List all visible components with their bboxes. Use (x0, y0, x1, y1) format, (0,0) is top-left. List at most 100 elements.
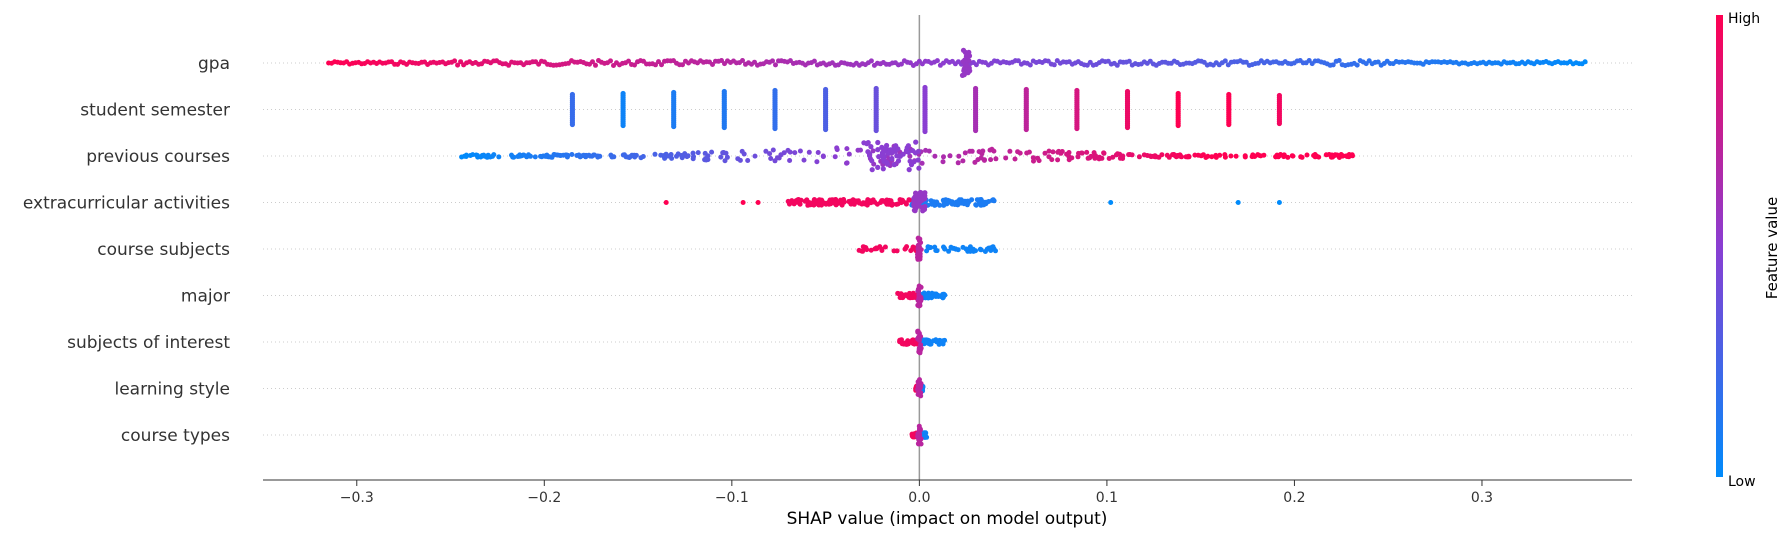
scatter-point (684, 154, 690, 160)
scatter-point (987, 147, 993, 153)
feature-label: extracurricular activities (23, 194, 230, 214)
scatter-point (796, 197, 801, 202)
scatter-point (961, 66, 967, 72)
scatter-point (916, 249, 922, 255)
scatter-point (903, 245, 909, 251)
scatter-point (882, 199, 888, 205)
x-tick-label: 0.1 (1096, 490, 1118, 506)
scatter-point (844, 146, 850, 152)
scatter-point (632, 62, 637, 68)
scatter-point (1051, 62, 1057, 68)
scatter-point (674, 153, 679, 159)
scatter-point (1069, 155, 1075, 161)
scatter-point (899, 197, 905, 203)
scatter-point (875, 139, 881, 146)
scatter-point (660, 153, 666, 159)
scatter-point (961, 201, 967, 207)
scatter-point (1299, 154, 1305, 160)
feature-label: course subjects (97, 240, 230, 260)
scatter-point (960, 47, 967, 53)
scatter-point (719, 58, 724, 63)
scatter-point (962, 150, 968, 156)
scatter-point (879, 248, 885, 253)
scatter-point (787, 149, 793, 155)
scatter-point (1007, 148, 1013, 154)
scatter-point (524, 154, 530, 160)
scatter-point (1152, 153, 1158, 159)
scatter-point (894, 153, 900, 159)
scatter-point (1106, 156, 1112, 161)
scatter-point (1027, 62, 1033, 68)
scatter-point (775, 155, 780, 161)
scatter-point (895, 201, 901, 207)
scatter-point (1290, 153, 1296, 159)
scatter-point (1055, 157, 1061, 163)
scatter-point (919, 195, 925, 202)
scatter-point (907, 153, 913, 159)
scatter-point (452, 58, 458, 64)
scatter-point (1354, 62, 1360, 68)
scatter-point (1015, 58, 1021, 64)
scatter-point (981, 157, 987, 163)
scatter-point (868, 200, 874, 206)
scatter-point (1192, 152, 1198, 158)
scatter-point (1166, 154, 1172, 160)
scatter-point (710, 62, 715, 67)
scatter-point (856, 247, 862, 253)
scatter-point (967, 248, 973, 254)
scatter-point (869, 167, 875, 173)
scatter-point (965, 70, 971, 76)
scatter-point (1079, 150, 1084, 156)
scatter-point (1233, 153, 1239, 159)
scatter-point (917, 300, 923, 306)
scatter-point (966, 49, 972, 56)
scatter-point (815, 150, 821, 155)
scatter-point (977, 246, 983, 252)
scatter-point (993, 156, 999, 162)
scatter-point (864, 141, 870, 147)
scatter-point (916, 236, 922, 242)
scatter-point (543, 153, 549, 158)
x-tick-label: −0.2 (527, 490, 561, 506)
scatter-point (876, 154, 882, 160)
scatter-point (1127, 152, 1133, 157)
scatter-point (626, 154, 632, 160)
scatter-point (1346, 154, 1352, 160)
scatter-point (1114, 62, 1120, 68)
scatter-point (916, 244, 922, 250)
scatter-point (773, 62, 778, 68)
scatter-point (1278, 152, 1283, 157)
scatter-point (918, 345, 924, 351)
scatter-point (873, 127, 879, 134)
scatter-point (926, 148, 932, 154)
scatter-point (915, 254, 920, 260)
scatter-point (811, 58, 817, 64)
scatter-point (669, 155, 675, 161)
scatter-point (1042, 150, 1048, 156)
scatter-point (918, 390, 924, 396)
scatter-point (846, 151, 852, 157)
feature-label: student semester (80, 101, 230, 121)
scatter-point (1209, 154, 1215, 160)
scatter-point (955, 160, 961, 166)
scatter-point (946, 248, 952, 254)
scatter-point (969, 197, 975, 203)
scatter-point (1101, 150, 1107, 156)
scatter-point (814, 159, 820, 165)
scatter-point (1330, 154, 1336, 160)
scatter-point (923, 147, 929, 153)
scatter-point (870, 148, 876, 154)
scatter-point (991, 198, 997, 204)
scatter-point (941, 154, 946, 160)
scatter-point (590, 59, 595, 65)
scatter-point (763, 148, 769, 154)
scatter-point (916, 349, 922, 355)
feature-label: major (181, 287, 230, 307)
feature-gridlines (263, 62, 1632, 436)
scatter-point (868, 247, 874, 253)
scatter-point (1046, 148, 1052, 154)
colorbar-gradient (1716, 15, 1723, 477)
scatter-point (1186, 153, 1192, 159)
scatter-point (973, 62, 979, 68)
